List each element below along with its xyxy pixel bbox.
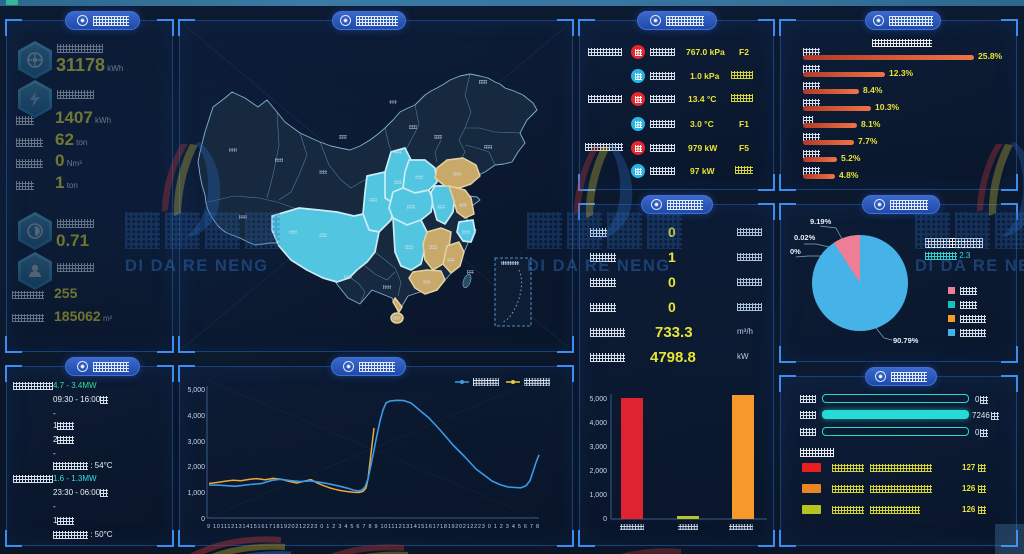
svg-text:5,000: 5,000 [589,396,607,403]
svg-text:0: 0 [201,516,205,523]
svg-text:3,000: 3,000 [589,444,607,451]
svg-text:3,000: 3,000 [187,439,205,446]
svg-text:1,000: 1,000 [589,492,607,499]
svg-text:2,000: 2,000 [187,464,205,471]
svg-text:90.79%: 90.79% [893,336,919,345]
svg-text:9.19%: 9.19% [810,217,832,226]
svg-text:4,000: 4,000 [187,413,205,420]
svg-text:1,000: 1,000 [187,490,205,497]
svg-text:4,000: 4,000 [589,420,607,427]
svg-text:0.02%: 0.02% [794,233,816,242]
svg-text:2,000: 2,000 [589,468,607,475]
svg-text:9 1011121314151617181920212223: 9 1011121314151617181920212223 0 1 2 3 4… [207,524,539,530]
svg-text:0: 0 [603,516,607,523]
svg-text:0%: 0% [790,247,801,256]
svg-text:5,000: 5,000 [187,387,205,394]
